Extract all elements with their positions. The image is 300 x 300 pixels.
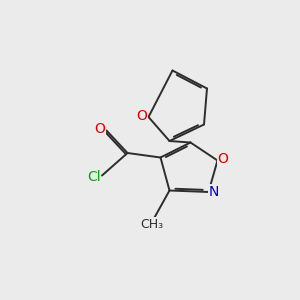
Text: CH₃: CH₃ [140,218,163,231]
Text: O: O [94,122,105,136]
Text: N: N [209,185,219,199]
Text: Cl: Cl [87,170,100,184]
Text: O: O [136,109,147,122]
Text: O: O [218,152,228,166]
